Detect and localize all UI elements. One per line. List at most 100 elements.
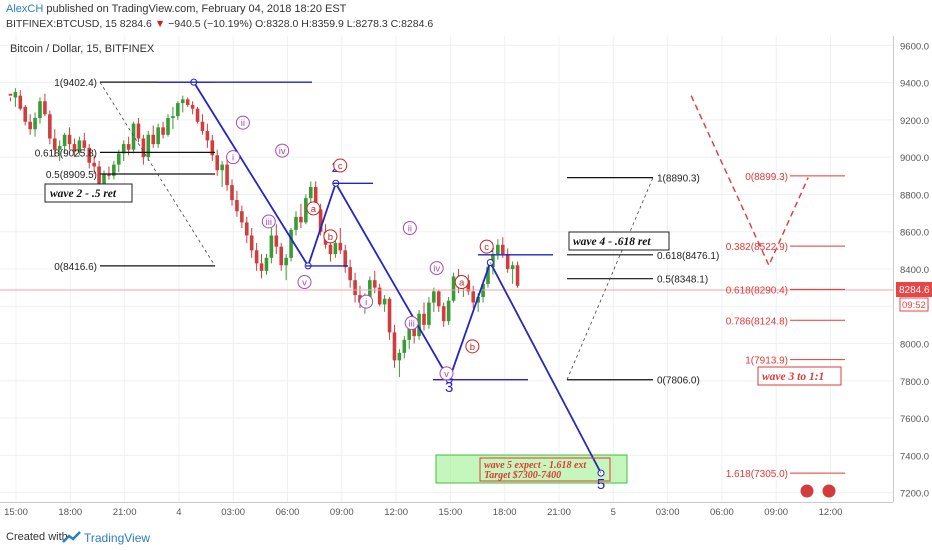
target-line2: Target $7300-7400 bbox=[484, 470, 561, 481]
fib-right-label: 1(7913.9) bbox=[745, 356, 788, 367]
candle-body bbox=[446, 300, 451, 322]
sub-label-circle bbox=[226, 150, 241, 165]
candle-body bbox=[116, 153, 121, 165]
candle-body bbox=[166, 118, 170, 135]
candle-body bbox=[240, 211, 244, 223]
candle-body bbox=[210, 140, 215, 156]
candle-body bbox=[131, 123, 136, 150]
fib-left-label: 0.618(9025.8) bbox=[35, 148, 97, 159]
candle-body bbox=[200, 121, 205, 132]
sub-label-circle bbox=[404, 316, 419, 331]
candle-body bbox=[505, 254, 510, 269]
event-flags[interactable] bbox=[799, 483, 837, 499]
candle-body bbox=[402, 339, 407, 353]
candle-body bbox=[471, 291, 476, 303]
candle-body bbox=[274, 235, 279, 247]
x-axis: 15:00 18:00 21:00 4 03:00 06:00 09:00 12:00 15:0… bbox=[4, 507, 842, 518]
sub-label: c bbox=[338, 161, 343, 172]
us-flag-icon[interactable] bbox=[799, 483, 815, 499]
tradingview-brand[interactable]: TradingView bbox=[84, 531, 151, 545]
candle-body bbox=[269, 235, 274, 258]
y-tick-label: 7200.0 bbox=[900, 489, 929, 500]
footer: Created with TradingView bbox=[0, 524, 932, 550]
y-tick-label: 8800.0 bbox=[900, 190, 929, 201]
candle-body bbox=[476, 296, 480, 303]
sub-label-circle bbox=[275, 143, 290, 158]
wave-count bbox=[158, 78, 605, 477]
created-with-text: Created with bbox=[6, 531, 68, 543]
sub-label-circle bbox=[439, 366, 454, 381]
x-tick-label: 18:00 bbox=[493, 507, 517, 518]
candle-body bbox=[392, 332, 397, 361]
y-tick-label: 8000.0 bbox=[900, 340, 929, 351]
candle-body bbox=[407, 328, 412, 340]
sub-label: b bbox=[328, 232, 333, 243]
candle-body bbox=[308, 186, 313, 199]
candle-body bbox=[313, 186, 318, 210]
us-flag-icon-2[interactable] bbox=[821, 483, 837, 499]
author-link[interactable]: AlexCH bbox=[6, 3, 44, 15]
sub-label: ii bbox=[241, 118, 245, 129]
sub-label-circle bbox=[465, 339, 480, 354]
wave2-box bbox=[44, 183, 133, 203]
sub-label-circle bbox=[359, 294, 374, 309]
candle-body bbox=[18, 95, 23, 109]
candle-body bbox=[377, 287, 382, 305]
tradingview-logo-icon bbox=[62, 531, 81, 543]
last-price-tag-text: 8284.6 bbox=[899, 285, 930, 296]
x-tick-label: 21:00 bbox=[113, 507, 137, 518]
fib-left-trend bbox=[99, 81, 216, 267]
wave-labels: 2345iiiiiiivvabciiiiiiivvabc bbox=[226, 115, 605, 493]
countdown-tag bbox=[899, 297, 929, 312]
wave4-text: wave 4 - .618 ret bbox=[573, 236, 651, 248]
countdown-text: 09:52 bbox=[902, 300, 926, 311]
x-tick-label: 09:00 bbox=[330, 507, 354, 518]
price-chart[interactable]: 1(9402.4) 0.618(9025.8) 0.5(8909.5) 0(8416.… bbox=[0, 36, 932, 522]
candle-body bbox=[451, 276, 456, 301]
candle-body bbox=[146, 134, 151, 158]
x-tick-label: 06:00 bbox=[710, 507, 734, 518]
target-line1: wave 5 expect - 1.618 ext bbox=[484, 460, 587, 471]
candle-body bbox=[304, 198, 308, 223]
fib-mid-trend bbox=[566, 177, 654, 380]
target-box bbox=[479, 457, 611, 482]
candle-body bbox=[436, 291, 441, 307]
candle-body bbox=[432, 291, 436, 303]
x-tick-label: 18:00 bbox=[58, 507, 82, 518]
sub-label-circle bbox=[323, 229, 338, 244]
sub-label: c bbox=[484, 242, 489, 253]
candle-body bbox=[171, 116, 175, 119]
wave4-box bbox=[568, 231, 670, 251]
candle-body bbox=[87, 147, 92, 163]
wave3-annotation: wave 3 to 1:1 bbox=[757, 366, 842, 386]
projection-path bbox=[690, 95, 809, 267]
sub-label: iii bbox=[409, 319, 415, 330]
candle-body bbox=[486, 267, 490, 284]
y-tick-label: 8400.0 bbox=[900, 265, 929, 276]
candle-body bbox=[82, 140, 87, 148]
candle-body bbox=[235, 200, 239, 212]
candle-body bbox=[368, 280, 372, 297]
candle-body bbox=[333, 242, 338, 255]
candle-body bbox=[259, 263, 264, 271]
x-tick-label: 03:00 bbox=[656, 507, 680, 518]
candle-body bbox=[299, 216, 303, 223]
x-tick-label: 15:00 bbox=[439, 507, 463, 518]
wave4-annotation: wave 4 - .618 ret bbox=[568, 231, 670, 251]
sub-label: i bbox=[232, 153, 234, 164]
candle-body bbox=[230, 185, 234, 201]
candle-body bbox=[151, 134, 156, 145]
last-price-tag-bg bbox=[896, 282, 932, 297]
candle-body bbox=[441, 306, 446, 322]
y-tick-label: 7400.0 bbox=[900, 451, 929, 462]
y-tick-label: 9400.0 bbox=[900, 79, 929, 90]
fib-right-label: 0.618(8290.4) bbox=[726, 285, 788, 296]
candle-body bbox=[264, 257, 269, 271]
x-tick-label: 4 bbox=[176, 507, 181, 518]
wave2-annotation: wave 2 - .5 ret bbox=[44, 183, 133, 203]
candle-body bbox=[43, 101, 47, 115]
candle-body bbox=[126, 144, 131, 150]
candle-body bbox=[249, 235, 254, 251]
fib-right-label: 0.786(8124.8) bbox=[726, 316, 788, 327]
y-tick-label: 9600.0 bbox=[900, 41, 929, 52]
